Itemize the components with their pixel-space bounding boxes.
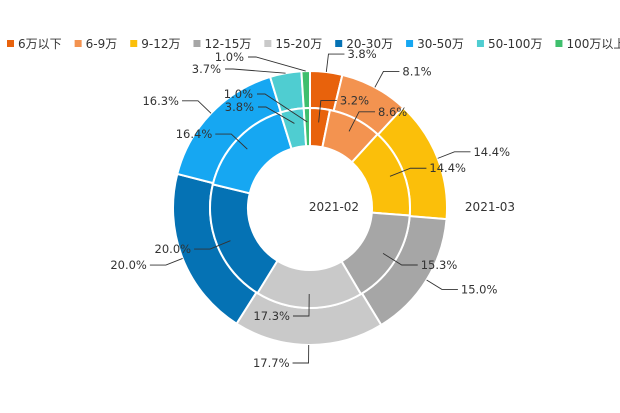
inner-pct-label: 3.2% — [340, 94, 369, 108]
legend-swatch-12-15万 — [193, 40, 201, 47]
legend-label-6万以下[interactable]: 6万以下 — [18, 37, 62, 51]
inner-leader-line — [292, 293, 310, 317]
inner-leader-line — [318, 100, 337, 123]
inner-leader-line — [215, 133, 248, 150]
legend-label-15-20万[interactable]: 15-20万 — [275, 37, 322, 51]
legend-label-12-15万[interactable]: 12-15万 — [204, 37, 251, 51]
outer-leader-line — [225, 68, 286, 74]
outer-ring — [172, 69, 448, 346]
legend-swatch-15-20万 — [264, 40, 272, 47]
inner-pct-label: 8.6% — [378, 105, 407, 119]
outer-pct-label: 17.7% — [253, 356, 290, 370]
outer-pct-label: 1.0% — [215, 50, 244, 64]
inner-pct-label: 3.8% — [225, 100, 254, 114]
outer-ring-series-name: 2021-03 — [465, 200, 515, 214]
legend-swatch-30-50万 — [406, 40, 414, 47]
outer-pct-label: 8.1% — [402, 64, 431, 78]
legend-label-6-9万[interactable]: 6-9万 — [86, 37, 118, 51]
legend-label-20-30万[interactable]: 20-30万 — [346, 37, 393, 51]
inner-leader-line — [194, 240, 231, 250]
inner-ring-series-name: 2021-02 — [309, 200, 359, 214]
outer-leader-line — [248, 56, 306, 72]
legend-label-100万以上[interactable]: 100万以上 — [566, 37, 620, 51]
outer-leader-line — [437, 151, 471, 159]
outer-leader-line — [292, 344, 310, 364]
inner-slice-100万以上[interactable] — [302, 106, 311, 148]
inner-pct-label: 17.3% — [253, 309, 290, 323]
outer-leader-line — [149, 258, 183, 266]
legend-label-50-100万[interactable]: 50-100万 — [488, 37, 543, 51]
inner-leader-line — [257, 93, 308, 123]
legend-swatch-6-9万 — [74, 40, 82, 47]
outer-pct-label: 16.3% — [142, 94, 179, 108]
outer-pct-label: 14.4% — [473, 145, 510, 159]
legend-swatch-6万以下 — [7, 40, 14, 47]
legend-label-30-50万[interactable]: 30-50万 — [417, 37, 464, 51]
legend-swatch-9-12万 — [130, 40, 138, 47]
legend-swatch-100万以上 — [555, 40, 563, 47]
outer-pct-label: 3.7% — [192, 62, 221, 76]
inner-pct-label: 20.0% — [155, 242, 192, 256]
outer-leader-line — [374, 71, 400, 88]
outer-leader-line — [325, 53, 345, 73]
legend-label-9-12万[interactable]: 9-12万 — [141, 37, 180, 51]
inner-pct-label: 1.0% — [224, 87, 253, 101]
inner-leader-line — [348, 111, 376, 132]
outer-leader-line — [426, 279, 458, 290]
outer-pct-label: 20.0% — [110, 258, 147, 272]
legend: 6万以下 6-9万 9-12万 12-15万 15-20万 20-30万 30-50万 50-… — [7, 37, 620, 51]
outer-leader-line — [182, 100, 212, 114]
inner-leader-line — [258, 106, 295, 124]
inner-pct-label: 14.4% — [429, 161, 466, 175]
slice-labels: 3.2%8.6%14.4%15.3%17.3%20.0%16.4%3.8%1.0… — [110, 47, 510, 370]
inner-leader-line — [389, 167, 427, 177]
legend-swatch-50-100万 — [476, 40, 484, 47]
inner-pct-label: 16.4% — [176, 127, 213, 141]
inner-ring — [209, 106, 411, 309]
outer-pct-label: 3.8% — [347, 47, 376, 61]
outer-slice-100万以上[interactable] — [300, 69, 311, 110]
inner-leader-line — [382, 253, 418, 266]
legend-swatch-20-30万 — [335, 40, 343, 47]
outer-pct-label: 15.0% — [461, 282, 498, 296]
inner-pct-label: 15.3% — [421, 258, 458, 272]
